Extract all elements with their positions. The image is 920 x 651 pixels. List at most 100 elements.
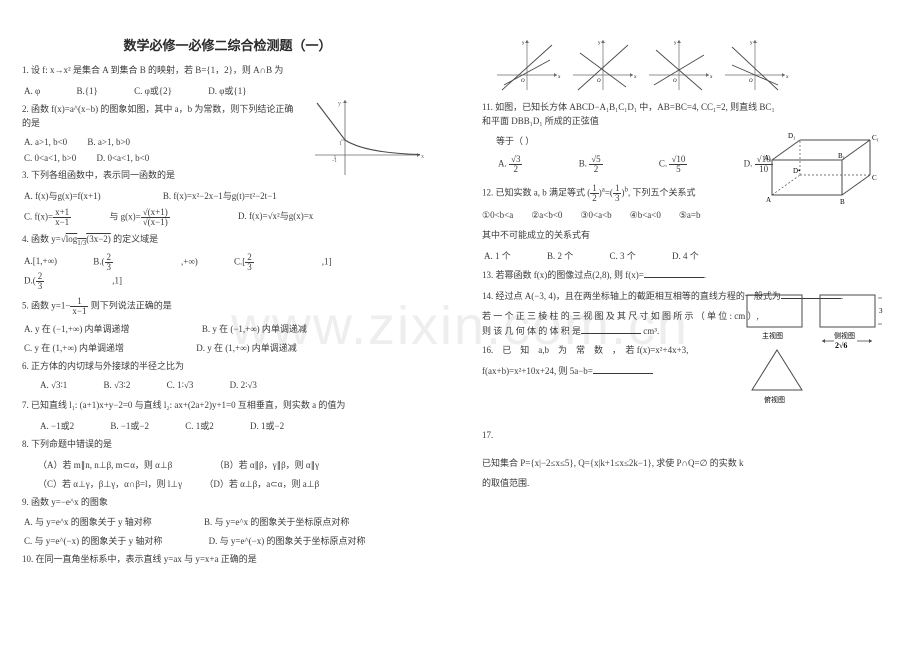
- q6-opt-a: A. √3∶1: [40, 380, 67, 391]
- q13-text: 13. 若幂函数 f(x)的图像过点(2,8), 则 f(x)=: [482, 270, 644, 280]
- q9-row1: A. 与 y=e^x 的图象关于 y 轴对称 B. 与 y=e^x 的图象关于坐…: [24, 515, 433, 528]
- q12-options: A. 1 个 B. 2 个 C. 3 个 D. 4 个: [484, 249, 898, 262]
- q3-opt-b: B. f(x)=x²−2x−1与g(t)=t²−2t−1: [163, 189, 277, 202]
- svg-text:侧视图: 侧视图: [834, 331, 855, 340]
- graph-b: x y O: [568, 35, 638, 95]
- q12-rels: ①0<b<a ②a<b<0 ③0<a<b ④b<a<0 ⑤a=b: [482, 209, 898, 223]
- q3-opt-c: C. f(x)=x+1x−1 与 g(x)=√(x+1)√(x−1): [24, 208, 206, 227]
- q8: 8. 下列命题中错误的是: [22, 438, 433, 452]
- q16b: f(ax+b)=x²+10x+24, 则 5a−b=: [482, 364, 742, 379]
- q15-blank: [581, 324, 641, 334]
- q8-opt-c: （C）若 α⊥γ，β⊥γ，α∩β=l，则 l⊥γ: [38, 477, 182, 490]
- svg-text:O: O: [521, 79, 525, 84]
- q9-opt-d: D. 与 y=e^(−x) 的图象关于坐标原点对称: [209, 534, 366, 547]
- svg-text:x: x: [786, 75, 789, 80]
- q8-opt-a: （A）若 m∥n, n⊥β, m⊂α，则 α⊥β: [38, 458, 172, 471]
- q5-opt-a: A. y 在 (−1,+∞) 内单调递增: [24, 322, 130, 335]
- q10-graphs: xyO xyO xyO xyO: [492, 35, 898, 95]
- q10: 10. 在同一直角坐标系中，表示直线 y=ax 与 y=x+a 正确的是: [22, 553, 433, 567]
- svg-text:O: O: [597, 79, 601, 84]
- q4-opt-c: C.[23,1]: [234, 253, 332, 272]
- q14-text: 14. 经过点 A(−3, 4)，且在两坐标轴上的截距相互相等的直线方程的一般式…: [482, 291, 781, 301]
- q11-opt-a: A. √32: [498, 155, 558, 174]
- svg-text:x: x: [634, 75, 637, 80]
- q13-blank: [644, 268, 704, 278]
- q7-options: A. −1或2 B. −1或−2 C. 1或2 D. 1或−2: [40, 419, 433, 432]
- svg-text:3: 3: [879, 307, 883, 315]
- q17-body2: 的取值范围.: [482, 477, 898, 491]
- q17-body: 已知集合 P={x|−2≤x≤5}, Q={x|k+1≤x≤2k−1}, 求使 …: [482, 457, 898, 471]
- svg-text:A: A: [766, 196, 771, 204]
- q4-options: A.[1,+∞) B.(23,+∞) C.[23,1] D.(23,1]: [24, 253, 433, 291]
- q12-opt-a: A. 1 个: [484, 249, 511, 262]
- q9-opt-a: A. 与 y=e^x 的图象关于 y 轴对称: [24, 515, 152, 528]
- q17: 17.: [482, 429, 898, 443]
- q11-opt-b: B. √52: [579, 155, 639, 174]
- q4-opt-a: A.[1,+∞): [24, 256, 57, 266]
- q8-row1: （A）若 m∥n, n⊥β, m⊂α，则 α⊥β （B）若 α∥β，γ∥β，则 …: [24, 458, 433, 471]
- svg-text:y: y: [338, 101, 341, 107]
- q16-blank: [593, 364, 653, 374]
- q3-opt-a: A. f(x)与g(x)=f(x+1): [24, 189, 101, 202]
- q15-suf: cm³.: [641, 326, 659, 336]
- svg-text:1: 1: [339, 141, 342, 147]
- q5: 5. 函数 y=1−1x−1 则下列说法正确的是: [22, 297, 433, 316]
- q3-row2: C. f(x)=x+1x−1 与 g(x)=√(x+1)√(x−1) D. f(…: [24, 208, 433, 227]
- q11-opt-c: C. √105: [659, 155, 723, 174]
- q4-opt-b: B.(23,+∞): [93, 253, 198, 272]
- q5-opt-d: D. y 在 (1,+∞) 内单调递减: [196, 341, 297, 354]
- q8-opt-d: （D）若 α⊥β，a⊂α，则 a⊥β: [204, 477, 319, 490]
- svg-text:x: x: [710, 75, 713, 80]
- q12-sub: 其中不可能成立的关系式有: [482, 229, 898, 243]
- q7: 7. 已知直线 l₁: (a+1)x+y−2=0 与直线 l₂: ax+(2a+…: [22, 399, 433, 413]
- page-right: xyO xyO xyO xyO 11. 如图，已知长方体 ABCD−A₁B₁C₁…: [460, 0, 920, 651]
- q4: 4. 函数 y=√log1/3(3x−2) 的定义域是: [22, 233, 433, 247]
- q9-row2: C. 与 y=e^(−x) 的图象关于 y 轴对称 D. 与 y=e^(−x) …: [24, 534, 433, 547]
- doc-title: 数学必修一必修二综合检测题（一）: [22, 35, 433, 54]
- q9-opt-b: B. 与 y=e^x 的图象关于坐标原点对称: [204, 515, 349, 528]
- q2-opt-a: A. a>1, b<0: [24, 137, 67, 147]
- q11: 11. 如图，已知长方体 ABCD−A₁B₁C₁D₁ 中，AB=BC=4, CC…: [482, 101, 782, 129]
- q6-options: A. √3∶1 B. √3∶2 C. 1∶√3 D. 2∶√3: [40, 380, 433, 391]
- q7-opt-d: D. 1或−2: [250, 419, 284, 432]
- svg-text:B₁: B₁: [838, 152, 845, 160]
- svg-text:俯视图: 俯视图: [764, 395, 785, 404]
- q6-opt-b: B. √3∶2: [104, 380, 131, 391]
- q9-opt-c: C. 与 y=e^(−x) 的图象关于 y 轴对称: [24, 534, 162, 547]
- q8-row2: （C）若 α⊥γ，β⊥γ，α∩β=l，则 l⊥γ （D）若 α⊥β，a⊂α，则 …: [24, 477, 433, 490]
- graph-a: xyO: [492, 35, 562, 95]
- q16b-text: f(ax+b)=x²+10x+24, 则 5a−b=: [482, 366, 593, 376]
- svg-text:B: B: [840, 198, 845, 206]
- graph-c: xyO: [644, 35, 714, 95]
- svg-text:y: y: [750, 41, 753, 46]
- svg-text:O: O: [749, 79, 753, 84]
- svg-text:C: C: [872, 174, 877, 182]
- q5-opt-c: C. y 在 (1,+∞) 内单调递增: [24, 341, 124, 354]
- q1: 1. 设 f: x→x² 是集合 A 到集合 B 的映射，若 B={1，2}，则…: [22, 64, 433, 78]
- exp-graph: x y 1 -1: [305, 95, 425, 180]
- svg-text:x: x: [421, 154, 424, 160]
- q2: 2. 函数 f(x)=a^(x−b) 的图象如图，其中 a，b 为常数，则下列结…: [22, 103, 302, 131]
- q5-row2: C. y 在 (1,+∞) 内单调递增 D. y 在 (1,+∞) 内单调递减: [24, 341, 433, 354]
- q7-opt-c: C. 1或2: [185, 419, 214, 432]
- q5-row1: A. y 在 (−1,+∞) 内单调递增 B. y 在 (−1,+∞) 内单调递…: [24, 322, 433, 335]
- svg-text:A₁: A₁: [764, 154, 772, 162]
- q5-opt-b: B. y 在 (−1,+∞) 内单调递减: [202, 322, 307, 335]
- q7-opt-a: A. −1或2: [40, 419, 74, 432]
- page-left: 数学必修一必修二综合检测题（一） 1. 设 f: x→x² 是集合 A 到集合 …: [0, 0, 455, 651]
- q6: 6. 正方体的内切球与外接球的半径之比为: [22, 360, 433, 374]
- q6-opt-d: D. 2∶√3: [230, 380, 257, 391]
- svg-text:y: y: [522, 41, 525, 46]
- svg-text:-1: -1: [332, 158, 337, 164]
- svg-text:y: y: [598, 41, 601, 46]
- q7-opt-b: B. −1或−2: [110, 419, 149, 432]
- q13: 13. 若幂函数 f(x)的图像过点(2,8), 则 f(x)=.: [482, 268, 898, 283]
- q15: 若 一 个 正 三 棱 柱 的 三 视 图 及 其 尺 寸 如 图 所 示 （ …: [482, 310, 762, 339]
- q9: 9. 函数 y=−e^x 的图象: [22, 496, 433, 510]
- cuboid-figure: AB CD• A₁B₁ C₁D₁: [762, 120, 892, 210]
- q12-opt-b: B. 2 个: [547, 249, 573, 262]
- three-view-figure: 主视图 3 侧视图 2√6 俯视图: [742, 290, 892, 410]
- q2-opt-c: C. 0<a<1, b>0: [24, 153, 76, 163]
- svg-text:主视图: 主视图: [762, 331, 783, 340]
- q12-opt-d: D. 4 个: [672, 249, 699, 262]
